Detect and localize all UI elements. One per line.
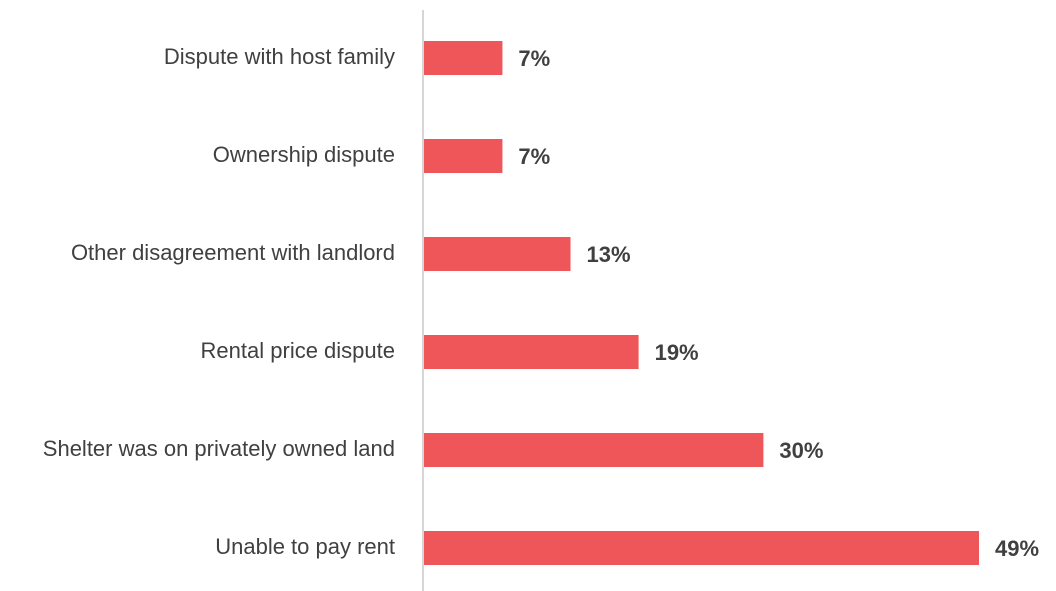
data-label: 49% <box>995 536 1039 561</box>
data-label: 19% <box>655 340 699 365</box>
category-label: Ownership dispute <box>213 142 395 167</box>
data-label: 7% <box>518 46 550 71</box>
data-label: 30% <box>779 438 823 463</box>
bar <box>424 335 639 369</box>
bar <box>424 433 764 467</box>
data-label: 7% <box>518 144 550 169</box>
category-label: Dispute with host family <box>164 44 395 69</box>
bar <box>424 41 503 75</box>
bar <box>424 531 979 565</box>
category-label: Shelter was on privately owned land <box>43 436 395 461</box>
category-label: Other disagreement with landlord <box>71 240 395 265</box>
category-label: Unable to pay rent <box>215 534 395 559</box>
data-label: 13% <box>587 242 631 267</box>
category-label: Rental price dispute <box>201 338 395 363</box>
bar <box>424 237 571 271</box>
bar <box>424 139 503 173</box>
